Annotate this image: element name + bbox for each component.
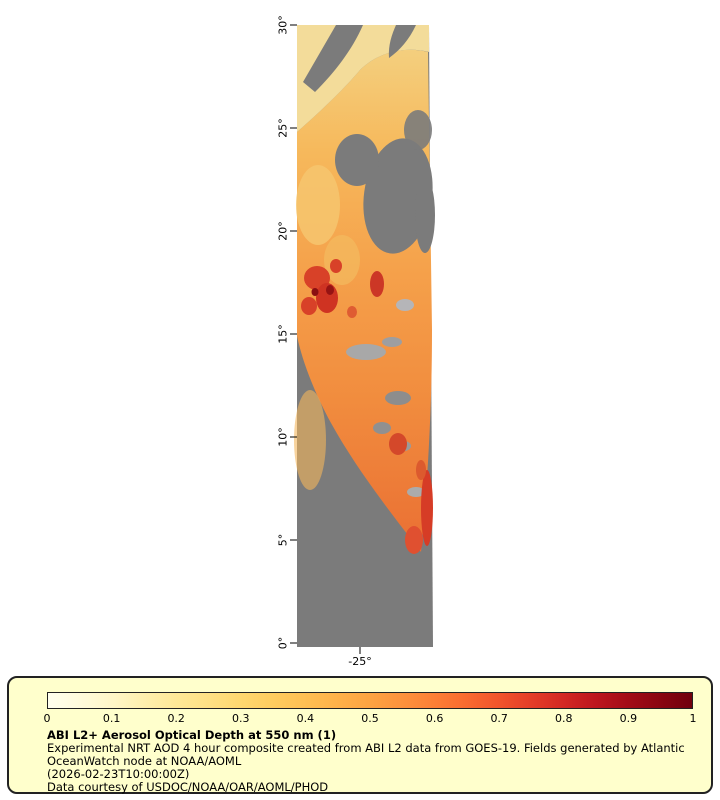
high-aod-spots [301, 259, 433, 554]
legend-panel: 0 0.1 0.2 0.3 0.4 0.5 0.6 0.7 0.8 0.9 1 … [7, 676, 713, 794]
map-panel: 30° 25° 20° 15° 10° 5° 0° -25° [276, 15, 435, 668]
colorbar-tick: 0.5 [361, 712, 379, 725]
y-axis-tick-label: 25° [276, 118, 290, 138]
colorbar-tick: 0 [43, 712, 51, 725]
colorbar-tick-labels: 0 0.1 0.2 0.3 0.4 0.5 0.6 0.7 0.8 0.9 1 [43, 712, 697, 725]
cloud-gap-patches [335, 110, 435, 497]
y-axis-tick-label: 30° [276, 15, 290, 35]
colorbar-gradient [47, 692, 693, 709]
colorbar-tick: 0.2 [167, 712, 185, 725]
y-axis-tick-label: 0° [276, 636, 290, 650]
y-axis-tick-label: 5° [276, 533, 290, 547]
legend-description-line2: OceanWatch node at NOAA/AOML [47, 754, 242, 768]
legend-timestamp: (2026-02-23T10:00:00Z) [47, 767, 190, 781]
x-axis-tick-label: -25° [348, 655, 372, 668]
colorbar-tick: 0.4 [296, 712, 315, 725]
legend-courtesy: Data courtesy of USDOC/NOAA/OAR/AOML/PHO… [47, 780, 329, 794]
colorbar-tick: 0.9 [619, 712, 638, 725]
legend-title: ABI L2+ Aerosol Optical Depth at 550 nm … [47, 728, 337, 742]
colorbar-tick: 1 [689, 712, 697, 725]
y-axis-tick-label: 20° [276, 221, 290, 241]
y-axis-tick-label: 15° [276, 324, 290, 344]
colorbar-tick: 0.8 [555, 712, 573, 725]
aod-map-graphic [290, 24, 435, 654]
colorbar-tick: 0.3 [232, 712, 250, 725]
colorbar-tick: 0.1 [102, 712, 121, 725]
colorbar-tick: 0.6 [425, 712, 444, 725]
y-axis-tick-label: 10° [276, 427, 290, 447]
legend-description-line1: Experimental NRT AOD 4 hour composite cr… [47, 741, 685, 755]
colorbar-tick: 0.7 [490, 712, 508, 725]
axis-ticks [290, 24, 361, 654]
legend-text-block: ABI L2+ Aerosol Optical Depth at 550 nm … [47, 729, 703, 794]
